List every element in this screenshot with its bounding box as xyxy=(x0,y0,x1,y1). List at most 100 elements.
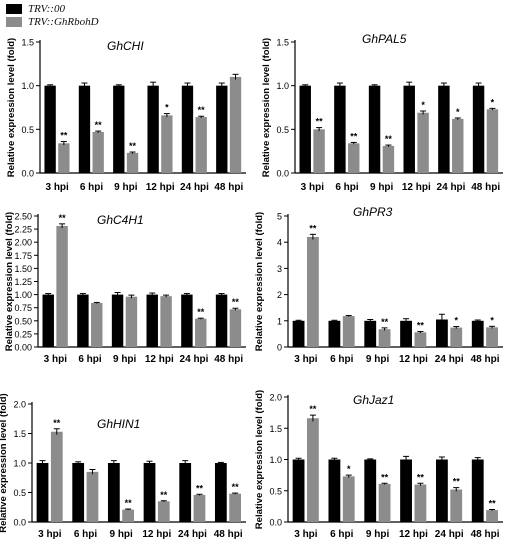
y-tick-label: 0.5 xyxy=(276,125,289,135)
x-tick-label: 6 hpi xyxy=(80,182,104,193)
x-tick-label: 6 hpi xyxy=(74,529,98,540)
significance-marker: ** xyxy=(232,297,240,307)
bar xyxy=(36,463,49,522)
bar xyxy=(368,85,381,173)
bar xyxy=(195,318,207,347)
significance-marker: * xyxy=(454,316,458,326)
x-tick-label: 12 hpi xyxy=(142,529,171,540)
significance-marker: * xyxy=(490,315,494,325)
bar xyxy=(77,294,89,347)
y-tick-label: 4 xyxy=(277,238,282,248)
bar xyxy=(382,145,395,173)
y-axis-label: Relative expression level (fold) xyxy=(254,390,265,529)
significance-marker: ** xyxy=(350,131,358,141)
significance-marker: ** xyxy=(197,307,205,317)
bar xyxy=(348,143,360,173)
x-tick-label: 12 hpi xyxy=(399,529,428,540)
x-tick-label: 48 hpi xyxy=(471,182,500,193)
bar xyxy=(215,294,228,347)
significance-marker: ** xyxy=(53,418,61,428)
legend-swatch-black xyxy=(6,3,22,14)
bar xyxy=(193,494,206,522)
bar xyxy=(125,296,138,347)
significance-marker: ** xyxy=(125,498,133,508)
bar xyxy=(216,85,228,173)
legend-swatch-gray xyxy=(6,16,22,27)
y-tick-label: 0.0 xyxy=(269,518,282,528)
bar xyxy=(450,327,463,347)
x-tick-label: 9 hpi xyxy=(114,182,138,193)
bar xyxy=(58,143,70,173)
bar xyxy=(299,85,311,173)
y-tick-label: 2.25 xyxy=(14,225,32,235)
x-tick-label: 48 hpi xyxy=(471,354,500,365)
bar xyxy=(364,459,377,522)
y-tick-label: 0.5 xyxy=(13,488,26,498)
bar xyxy=(56,225,68,347)
x-tick-label: 3 hpi xyxy=(38,529,62,540)
legend-item-silenced: TRV::GhRbohD xyxy=(6,15,99,28)
bar xyxy=(313,129,325,173)
y-tick-label: 1.5 xyxy=(276,38,289,48)
significance-marker: ** xyxy=(489,499,497,509)
y-axis-label: Relative expression level (fold) xyxy=(0,393,9,532)
bar xyxy=(229,493,242,522)
bar xyxy=(292,320,305,347)
significance-marker: ** xyxy=(309,223,317,233)
panel-title: GhPR3 xyxy=(353,205,393,219)
x-tick-label: 48 hpi xyxy=(214,529,243,540)
y-tick-label: 0.0 xyxy=(13,518,26,528)
x-tick-label: 12 hpi xyxy=(402,182,431,193)
bar xyxy=(334,85,346,173)
bar xyxy=(452,118,464,173)
legend-label: TRV::00 xyxy=(28,2,65,15)
significance-marker: ** xyxy=(417,321,425,331)
bar xyxy=(414,332,427,347)
y-tick-label: 1.0 xyxy=(21,81,34,91)
y-tick-label: 1.0 xyxy=(13,459,26,469)
x-tick-label: 3 hpi xyxy=(294,354,318,365)
bar xyxy=(44,85,56,173)
significance-marker: ** xyxy=(95,120,103,130)
x-tick-label: 48 hpi xyxy=(214,182,243,193)
bar xyxy=(292,459,305,522)
x-tick-label: 3 hpi xyxy=(44,354,68,365)
x-tick-label: 24 hpi xyxy=(437,182,466,193)
bar xyxy=(86,471,99,522)
bar xyxy=(126,152,139,173)
x-tick-label: 24 hpi xyxy=(180,182,209,193)
x-tick-label: 24 hpi xyxy=(435,354,464,365)
y-tick-label: 2.50 xyxy=(14,212,32,222)
bar xyxy=(143,463,156,522)
x-tick-label: 48 hpi xyxy=(471,529,500,540)
x-tick-label: 3 hpi xyxy=(301,182,325,193)
y-tick-label: 0.50 xyxy=(14,316,32,326)
panel-title: GhPAL5 xyxy=(362,32,407,46)
y-tick-label: 1.50 xyxy=(14,264,32,274)
x-tick-label: 6 hpi xyxy=(78,354,102,365)
significance-marker: ** xyxy=(381,317,389,327)
bar xyxy=(378,329,391,347)
bar xyxy=(181,294,193,347)
x-tick-label: 6 hpi xyxy=(330,529,354,540)
bar xyxy=(342,476,355,522)
bar xyxy=(364,320,377,347)
bar xyxy=(160,296,172,347)
significance-marker: ** xyxy=(129,141,137,151)
bar xyxy=(417,112,429,173)
panel-title: GhJaz1 xyxy=(353,393,394,407)
y-tick-label: 1.5 xyxy=(21,38,34,48)
legend: TRV::00 TRV::GhRbohD xyxy=(6,2,99,28)
significance-marker: * xyxy=(491,97,495,107)
significance-marker: ** xyxy=(160,490,168,500)
bar xyxy=(306,236,319,347)
significance-marker: ** xyxy=(196,483,204,493)
x-tick-label: 12 hpi xyxy=(145,354,174,365)
y-tick-label: 3 xyxy=(277,264,282,274)
y-tick-label: 0.5 xyxy=(21,125,34,135)
significance-marker: * xyxy=(421,100,425,110)
bar xyxy=(214,463,227,522)
bar xyxy=(471,459,484,522)
y-tick-label: 2.0 xyxy=(13,400,26,410)
